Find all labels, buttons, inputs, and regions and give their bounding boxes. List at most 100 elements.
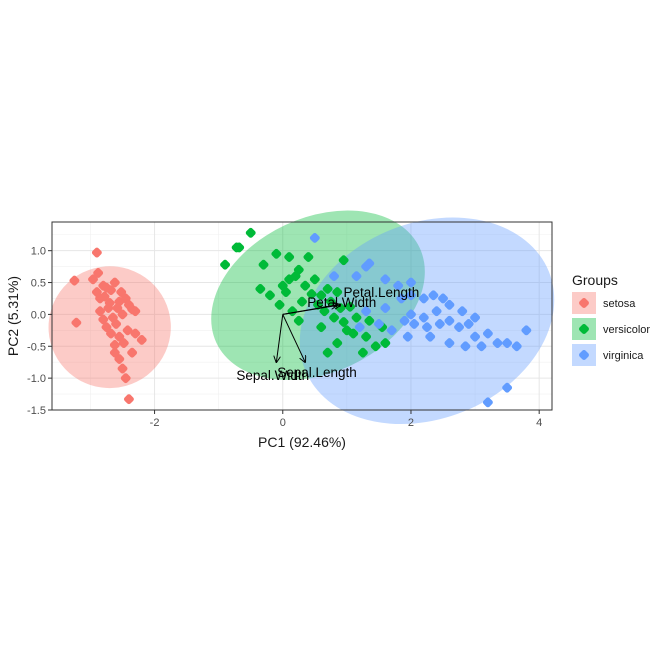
x-tick-label: 0 (280, 417, 286, 429)
point-virginica (380, 303, 391, 313)
point-versicolor (303, 252, 314, 262)
point-versicolor (255, 283, 266, 294)
point-virginica (309, 232, 320, 243)
point-versicolor (338, 317, 349, 327)
point-virginica (402, 331, 413, 342)
point-versicolor (322, 347, 333, 358)
point-setosa (130, 306, 141, 317)
legend-title: Groups (572, 272, 618, 288)
point-virginica (351, 271, 362, 282)
point-virginica (476, 341, 487, 352)
legend-marker-virginica (579, 350, 589, 360)
x-axis-title: PC1 (92.46%) (258, 434, 346, 450)
point-setosa (104, 297, 115, 308)
point-virginica (399, 315, 410, 326)
point-versicolor (309, 274, 320, 285)
panel-border (51, 221, 553, 411)
point-virginica (470, 331, 481, 342)
point-virginica (434, 319, 445, 329)
legend-marker-versicolor (579, 324, 589, 334)
point-setosa (122, 325, 133, 336)
point-setosa (130, 328, 141, 339)
point-virginica (380, 274, 391, 285)
point-versicolor (300, 280, 311, 291)
point-setosa (117, 309, 128, 320)
point-setosa (71, 317, 82, 328)
point-versicolor (316, 290, 327, 301)
point-virginica (428, 290, 439, 301)
point-versicolor (338, 255, 349, 266)
point-versicolor (274, 299, 285, 310)
point-setosa (112, 303, 123, 313)
point-versicolor (271, 248, 282, 259)
point-versicolor (348, 328, 359, 339)
point-versicolor (297, 296, 307, 307)
point-versicolor (265, 290, 275, 301)
arrow-Petal.Width (282, 305, 337, 315)
point-virginica (502, 338, 513, 349)
point-virginica (444, 299, 455, 310)
point-virginica (460, 341, 471, 352)
arrow-label-Sepal.Length: Sepal.Length (277, 365, 357, 380)
legend-label-virginica: virginica (603, 350, 644, 362)
point-virginica (361, 306, 372, 317)
y-axis-title: PC2 (5.31%) (5, 276, 21, 356)
point-virginica (422, 322, 432, 333)
point-versicolor (316, 322, 327, 333)
point-setosa (118, 338, 129, 349)
point-virginica (409, 319, 420, 329)
y-tick-label: 1.0 (31, 246, 46, 258)
point-versicolor (329, 312, 339, 323)
point-setosa (101, 282, 112, 293)
point-virginica (444, 338, 455, 349)
point-versicolor (293, 315, 304, 326)
point-versicolor (220, 259, 231, 270)
point-setosa (109, 277, 120, 288)
point-versicolor (284, 252, 295, 262)
x-tick-label: -2 (150, 417, 160, 429)
point-versicolor (281, 287, 291, 298)
point-setosa (123, 299, 134, 310)
point-versicolor (357, 347, 368, 358)
point-virginica (511, 341, 522, 352)
x-tick-label: 4 (536, 417, 542, 429)
point-versicolor (370, 341, 381, 352)
arrow-label-Sepal.Width: Sepal.Width (236, 368, 309, 383)
point-setosa (98, 314, 109, 325)
point-setosa (123, 394, 134, 405)
point-setosa (116, 287, 127, 298)
point-versicolor (332, 287, 343, 298)
point-versicolor (306, 289, 317, 299)
y-tick-label: -1.0 (27, 373, 46, 385)
point-virginica (502, 382, 513, 393)
point-setosa (69, 275, 80, 286)
point-virginica (393, 280, 404, 291)
point-setosa (106, 328, 116, 339)
legend-label-setosa: setosa (603, 298, 636, 310)
point-versicolor (351, 312, 362, 323)
point-setosa (95, 306, 106, 317)
point-versicolor (361, 331, 372, 342)
point-setosa (88, 274, 98, 285)
arrow-label-Petal.Length: Petal.Length (343, 285, 419, 300)
legend-label-versicolor: versicolor (603, 324, 650, 336)
point-versicolor (234, 242, 245, 253)
point-virginica (431, 306, 442, 317)
point-setosa (111, 319, 122, 329)
point-versicolor (364, 315, 375, 326)
point-setosa (117, 363, 128, 374)
point-setosa (120, 373, 131, 384)
y-tick-label: -1.5 (27, 405, 46, 417)
point-virginica (463, 319, 474, 329)
point-versicolor (258, 259, 269, 270)
point-virginica (521, 325, 532, 336)
point-versicolor (319, 306, 330, 317)
point-versicolor (322, 283, 333, 294)
point-setosa (95, 293, 106, 304)
arrow-Sepal.Length (282, 314, 305, 362)
point-virginica (482, 328, 493, 339)
point-versicolor (290, 271, 301, 282)
point-virginica (329, 271, 339, 282)
